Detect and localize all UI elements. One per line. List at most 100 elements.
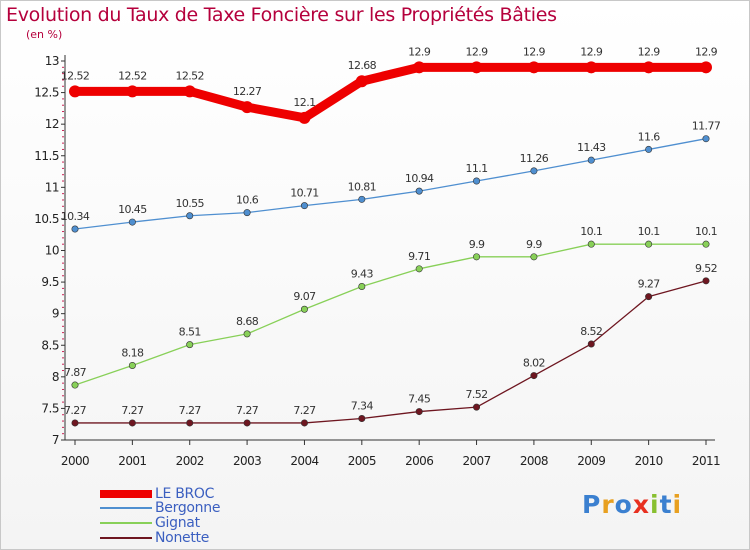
legend-label: LE BROC (155, 486, 215, 502)
legend-item-bergonne: Bergonne (100, 500, 220, 516)
data-label: 10.45 (118, 203, 147, 216)
legend-swatch (100, 522, 152, 524)
data-label: 10.81 (348, 180, 377, 193)
data-point (473, 403, 481, 411)
chart-title: Evolution du Taux de Taxe Foncière sur l… (6, 4, 557, 26)
data-point (358, 283, 366, 291)
data-point (71, 225, 79, 233)
data-point (69, 85, 81, 98)
data-point (243, 209, 251, 217)
logo-letter: o (614, 490, 633, 519)
data-label: 7.45 (408, 393, 431, 406)
data-label: 11.26 (520, 152, 549, 165)
data-label: 7.52 (465, 388, 487, 401)
series-line-le-broc (70, 62, 711, 123)
data-point (415, 408, 423, 416)
data-label: 8.51 (179, 326, 201, 339)
y-tick-label: 12 (45, 117, 59, 131)
data-label: 12.52 (61, 69, 90, 82)
data-point (300, 419, 308, 427)
data-point (241, 101, 254, 114)
x-tick-label: 2010 (635, 454, 663, 468)
data-label: 7.27 (179, 404, 202, 417)
data-point (71, 381, 79, 389)
data-point (530, 253, 538, 261)
data-point (415, 265, 423, 273)
data-label: 10.1 (580, 225, 602, 238)
data-label: 11.6 (638, 130, 661, 143)
series-line-gignat (74, 243, 707, 386)
data-label: 12.68 (348, 59, 377, 72)
legend-label: Nonette (155, 530, 210, 546)
data-point (128, 218, 136, 226)
data-label: 10.71 (290, 187, 319, 200)
y-tick-label: 9 (52, 307, 59, 321)
data-point (700, 61, 712, 74)
logo-letter: x (632, 490, 650, 519)
data-point (186, 341, 194, 349)
data-label: 12.9 (695, 45, 718, 58)
data-point (587, 240, 595, 248)
data-label: 8.68 (236, 315, 259, 328)
x-tick-label: 2004 (290, 454, 318, 468)
data-label: 10.55 (175, 197, 204, 210)
y-tick-label: 9.5 (41, 275, 59, 289)
data-point (186, 212, 194, 220)
data-point (128, 419, 136, 427)
data-label: 12.52 (175, 69, 204, 82)
x-tick-label: 2008 (520, 454, 548, 468)
data-point (473, 253, 481, 261)
data-point (355, 75, 368, 88)
x-tick-label: 2005 (348, 454, 376, 468)
data-label: 7.27 (121, 404, 144, 417)
data-point (243, 330, 251, 338)
data-label: 9.43 (351, 268, 374, 281)
data-point (702, 135, 710, 143)
data-label: 10.6 (236, 194, 259, 207)
x-tick-label: 2002 (176, 454, 204, 468)
y-tick-label: 7.5 (41, 401, 59, 415)
x-tick-label: 2006 (405, 454, 433, 468)
data-point (126, 85, 139, 98)
data-label: 7.87 (64, 366, 87, 379)
data-point (186, 419, 194, 427)
data-point (413, 61, 426, 74)
legend-label: Gignat (155, 515, 200, 531)
data-label: 7.27 (293, 404, 316, 417)
y-tick-label: 12.5 (34, 86, 59, 100)
logo-letter: i (672, 490, 683, 519)
legend-swatch (100, 537, 152, 539)
data-point (645, 293, 653, 301)
y-tick-label: 7 (52, 433, 59, 447)
legend-item-gignat: Gignat (100, 515, 200, 531)
data-point (530, 167, 538, 175)
data-label: 9.71 (408, 250, 430, 263)
data-point (645, 240, 653, 248)
data-point (585, 61, 598, 74)
data-label: 7.27 (64, 404, 87, 417)
data-point (642, 61, 655, 74)
y-tick-label: 13 (45, 54, 59, 68)
legend-item-le-broc: LE BROC (100, 486, 214, 502)
x-tick-label: 2001 (118, 454, 146, 468)
data-label: 8.02 (523, 357, 545, 370)
data-point (415, 187, 423, 195)
x-tick-label: 2009 (577, 454, 605, 468)
data-label: 9.52 (695, 262, 717, 275)
data-label: 7.34 (351, 400, 374, 413)
x-tick-label: 2011 (692, 454, 720, 468)
series-line-bergonne (74, 138, 707, 230)
data-point (702, 240, 710, 248)
data-label: 12.27 (233, 85, 262, 98)
data-label: 10.1 (695, 225, 717, 238)
data-point (358, 195, 366, 203)
data-label: 11.43 (577, 141, 606, 154)
data-label: 11.77 (692, 120, 721, 133)
data-label: 12.9 (408, 45, 431, 58)
data-point (702, 277, 710, 285)
logo-letter: r (601, 490, 615, 519)
data-point (473, 177, 481, 185)
data-point (71, 419, 79, 427)
data-point (358, 415, 366, 423)
